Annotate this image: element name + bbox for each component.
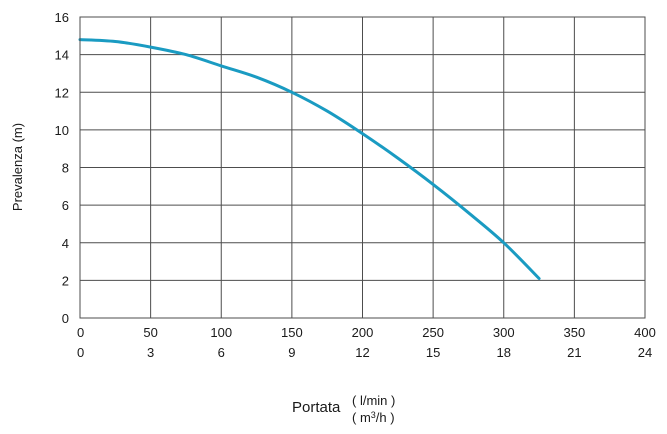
x-tick-label: 0 xyxy=(77,325,84,340)
y-tick-label: 16 xyxy=(55,10,69,25)
y-tick-label: 12 xyxy=(55,85,69,100)
x-tick-label-secondary: 15 xyxy=(426,345,440,360)
x-tick-label: 300 xyxy=(493,325,515,340)
x-tick-label-secondary: 9 xyxy=(288,345,295,360)
x-axis-label: Portata xyxy=(292,399,341,416)
plot-frame xyxy=(79,16,646,319)
x-tick-label-secondary: 24 xyxy=(638,345,652,360)
x-axis-units: ( l/min ) ( m3/h ) xyxy=(352,392,395,428)
x-tick-label: 50 xyxy=(143,325,157,340)
x-units-secondary-suffix: /h ) xyxy=(375,410,395,425)
x-tick-label-secondary: 3 xyxy=(147,345,154,360)
y-tick-labels: 0 2 4 6 8 10 12 14 16 xyxy=(55,10,69,326)
y-tick-label: 0 xyxy=(62,311,69,326)
x-tick-label-secondary: 18 xyxy=(497,345,511,360)
x-units-secondary-sup: 3 xyxy=(370,410,376,420)
x-tick-label: 250 xyxy=(422,325,444,340)
y-tick-label: 2 xyxy=(62,273,69,288)
x-tick-label-secondary: 12 xyxy=(355,345,369,360)
x-tick-label-secondary: 6 xyxy=(218,345,225,360)
y-tick-label: 8 xyxy=(62,161,69,176)
x-tick-labels: 0 0 50 3 100 6 150 9 200 12 250 15 300 18 350 21 400 24 xyxy=(77,325,656,360)
x-units-primary: ( l/min ) xyxy=(352,393,396,408)
x-tick-label: 150 xyxy=(281,325,303,340)
grid xyxy=(79,16,646,319)
series-layer xyxy=(78,38,541,280)
x-units-secondary: ( m3/h ) xyxy=(352,409,395,428)
y-tick-label: 14 xyxy=(55,48,69,63)
series-line xyxy=(78,38,541,280)
y-tick-label: 4 xyxy=(62,236,69,251)
x-tick-label: 200 xyxy=(352,325,374,340)
x-tick-label: 350 xyxy=(564,325,586,340)
x-tick-label: 100 xyxy=(210,325,232,340)
x-tick-label-secondary: 21 xyxy=(567,345,581,360)
y-axis-label: Prevalenza (m) xyxy=(10,123,25,211)
y-tick-label: 10 xyxy=(55,123,69,138)
y-tick-label: 6 xyxy=(62,198,69,213)
x-units-secondary-prefix: ( m xyxy=(352,410,371,425)
x-tick-label-secondary: 0 xyxy=(77,345,84,360)
x-tick-label: 400 xyxy=(634,325,656,340)
